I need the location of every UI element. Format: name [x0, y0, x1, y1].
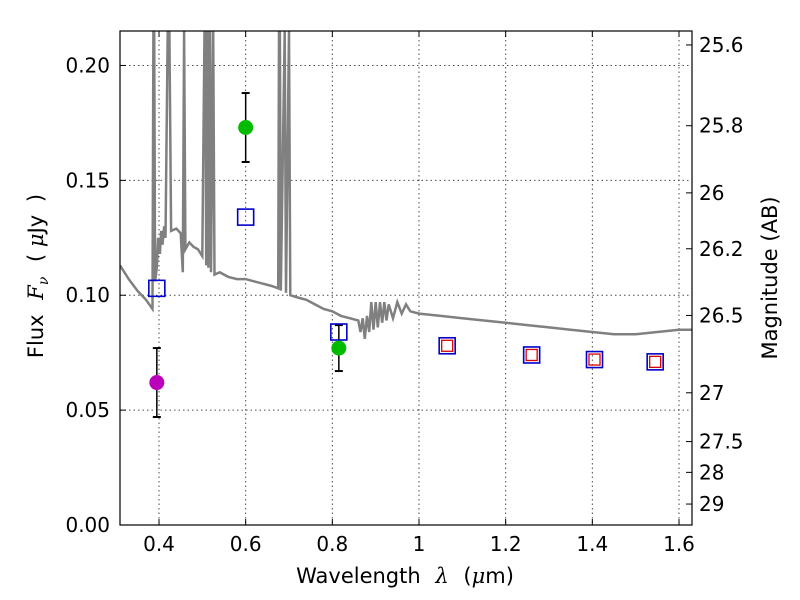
x-tick-label: 0.8: [316, 532, 348, 556]
x-tick-label: 1.6: [663, 532, 695, 556]
green-data-point: [331, 340, 347, 356]
y2-tick-label: 27.5: [699, 430, 744, 454]
y2-tick-label: 26.5: [699, 303, 744, 327]
x-axis-label-text: Wavelength: [296, 564, 421, 588]
y-axis-unit-prefix: (: [24, 254, 48, 262]
plot-frame: [119, 30, 693, 526]
x-tick-label: 0.4: [143, 532, 175, 556]
blue-square-point: [646, 353, 664, 371]
blue-square-point: [148, 279, 166, 298]
y2-tick-label: 26.2: [699, 237, 744, 261]
y2-tick-label: 27: [699, 381, 724, 405]
red-square-point: [441, 339, 454, 352]
y-axis-unit-suffix: ): [24, 194, 48, 202]
red-square-point: [525, 348, 538, 362]
y-tick-label: 0.20: [65, 53, 110, 77]
y-axis-unit: Jy: [24, 215, 48, 236]
x-tick-label: 1: [413, 532, 426, 556]
blue-square-point: [330, 323, 348, 341]
blue-square-point: [236, 208, 255, 226]
x-axis-unit: m): [485, 564, 514, 588]
red-square-point: [588, 353, 601, 366]
magenta-data-point: [149, 375, 165, 391]
y-axis-label: Flux Fν ( μJy ): [24, 194, 53, 358]
y-axis-symbol: F: [24, 284, 48, 301]
y2-tick-label: 28: [699, 460, 724, 484]
y-tick-label: 0.05: [65, 398, 110, 422]
x-axis-symbol: λ: [434, 564, 448, 588]
blue-square-point: [438, 336, 456, 355]
x-axis-unit-prefix: (: [463, 564, 471, 588]
y-axis-mu: μ: [24, 233, 48, 247]
x-axis-label: Wavelength λ (μm): [296, 564, 514, 588]
model-sed-line: [120, 31, 692, 340]
tick-layer: 0.4 0.6 0.8 1 1.2 1.4 1.6 0.00 0.05 0.10 0.15 0.20 2…: [65, 31, 744, 556]
y2-tick-label: 25.8: [699, 114, 744, 138]
x-tick-label: 1.2: [490, 532, 522, 556]
red-square-point: [649, 355, 662, 369]
marker-layer: [148, 92, 664, 419]
x-axis-mu: μ: [472, 564, 486, 588]
y-axis-symbol-sub: ν: [36, 276, 52, 285]
y-tick-label: 0.00: [65, 513, 110, 537]
y-axis-label-text: Flux: [24, 314, 48, 358]
blue-square-point: [585, 350, 604, 369]
x-tick-label: 1.4: [576, 532, 608, 556]
x-tick-label: 0.6: [230, 532, 262, 556]
blue-square-point: [522, 346, 541, 364]
y2-tick-label: 29: [699, 492, 724, 516]
model-line-layer: [120, 31, 692, 340]
y-tick-label: 0.10: [65, 283, 110, 307]
y2-axis-label: Magnitude (AB): [758, 196, 782, 359]
y2-tick-label: 26: [699, 181, 724, 205]
y-tick-label: 0.15: [65, 168, 110, 192]
y2-tick-label: 25.6: [699, 33, 744, 57]
green-data-point: [238, 120, 254, 136]
